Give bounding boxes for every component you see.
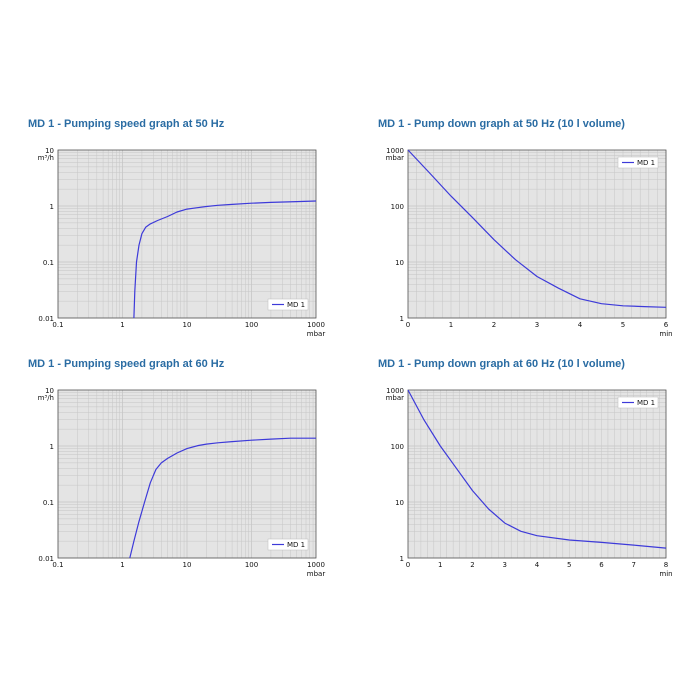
y-tick-label: 100 — [391, 443, 404, 451]
x-tick-label: 7 — [632, 561, 636, 569]
x-tick-label: 0 — [406, 321, 410, 329]
x-tick-label: 5 — [621, 321, 625, 329]
legend-label: MD 1 — [287, 541, 305, 549]
x-tick-label: 6 — [664, 321, 669, 329]
legend: MD 1 — [617, 156, 659, 169]
panel-pumping-speed-60hz: MD 1 - Pumping speed graph at 60 Hz 0.1 1… — [28, 358, 358, 588]
x-tick-label: 1 — [449, 321, 453, 329]
y-tick-label: 0.01 — [38, 555, 54, 563]
x-tick-label: 1 — [120, 321, 124, 329]
x-tick-label: 0 — [406, 561, 410, 569]
chart-title: MD 1 - Pump down graph at 60 Hz (10 l vo… — [378, 358, 625, 370]
x-tick-label: 0.1 — [52, 561, 63, 569]
series-line — [407, 149, 667, 308]
legend-label: MD 1 — [637, 399, 655, 407]
legend-box — [617, 396, 659, 409]
x-tick-label: 2 — [470, 561, 474, 569]
x-tick-label: 10 — [183, 321, 192, 329]
panel-pump-down-50hz: MD 1 - Pump down graph at 50 Hz (10 l vo… — [378, 118, 700, 348]
x-tick-label: 6 — [599, 561, 604, 569]
chart-title: MD 1 - Pumping speed graph at 50 Hz — [28, 118, 225, 130]
x-axis-label: mbar — [307, 570, 326, 578]
y-tick-label: 1 — [400, 315, 404, 323]
legend-label: MD 1 — [637, 159, 655, 167]
plot-frame — [407, 389, 667, 559]
y-tick-label: 10 — [395, 259, 404, 267]
grid — [57, 150, 316, 319]
y-tick-label: 1 — [400, 555, 404, 563]
grid — [407, 390, 667, 559]
x-tick-label: 3 — [535, 321, 539, 329]
legend-label: MD 1 — [287, 301, 305, 309]
x-axis-label: min — [659, 570, 672, 578]
chart-title: MD 1 - Pump down graph at 50 Hz (10 l vo… — [378, 118, 625, 130]
x-tick-label: 100 — [245, 321, 258, 329]
legend-box — [267, 538, 309, 551]
y-axis-label: mbar — [386, 394, 405, 402]
x-axis-label: mbar — [307, 330, 326, 338]
x-tick-label: 1000 — [307, 561, 325, 569]
legend: MD 1 — [267, 538, 309, 551]
plot-frame — [57, 389, 317, 559]
y-axis-label: mbar — [386, 154, 405, 162]
x-tick-label: 5 — [567, 561, 571, 569]
y-tick-label: 1000 — [386, 147, 404, 155]
y-tick-label: 10 — [45, 387, 54, 395]
y-tick-label: 1 — [50, 203, 54, 211]
x-tick-label: 3 — [503, 561, 507, 569]
panel-pumping-speed-50hz: MD 1 - Pumping speed graph at 50 Hz 0.1 1… — [28, 118, 358, 348]
x-axis-label: min — [659, 330, 672, 338]
plot-frame — [407, 149, 667, 319]
legend: MD 1 — [267, 298, 309, 311]
x-tick-label: 1000 — [307, 321, 325, 329]
x-tick-label: 8 — [664, 561, 668, 569]
x-tick-label: 1 — [438, 561, 442, 569]
series-line — [129, 437, 316, 559]
y-tick-label: 10 — [395, 499, 404, 507]
x-tick-label: 1 — [120, 561, 124, 569]
y-axis-label: m³/h — [38, 154, 54, 162]
x-tick-label: 2 — [492, 321, 496, 329]
series-line — [407, 389, 667, 549]
legend: MD 1 — [617, 396, 659, 409]
chart-title: MD 1 - Pumping speed graph at 60 Hz — [28, 358, 225, 370]
plot-frame — [57, 149, 317, 319]
y-tick-label: 0.1 — [43, 259, 54, 267]
x-tick-label: 100 — [245, 561, 258, 569]
x-tick-label: 0.1 — [52, 321, 63, 329]
panel-pump-down-60hz: MD 1 - Pump down graph at 60 Hz (10 l vo… — [378, 358, 700, 588]
y-tick-label: 100 — [391, 203, 404, 211]
x-tick-label: 4 — [578, 321, 583, 329]
y-tick-label: 1000 — [386, 387, 404, 395]
y-tick-label: 1 — [50, 443, 54, 451]
x-tick-label: 10 — [183, 561, 192, 569]
legend-box — [617, 156, 659, 169]
series-line — [133, 200, 317, 319]
y-tick-label: 0.1 — [43, 499, 54, 507]
x-tick-label: 4 — [535, 561, 540, 569]
legend-box — [267, 298, 309, 311]
y-axis-label: m³/h — [38, 394, 54, 402]
y-tick-label: 0.01 — [38, 315, 54, 323]
y-tick-label: 10 — [45, 147, 54, 155]
